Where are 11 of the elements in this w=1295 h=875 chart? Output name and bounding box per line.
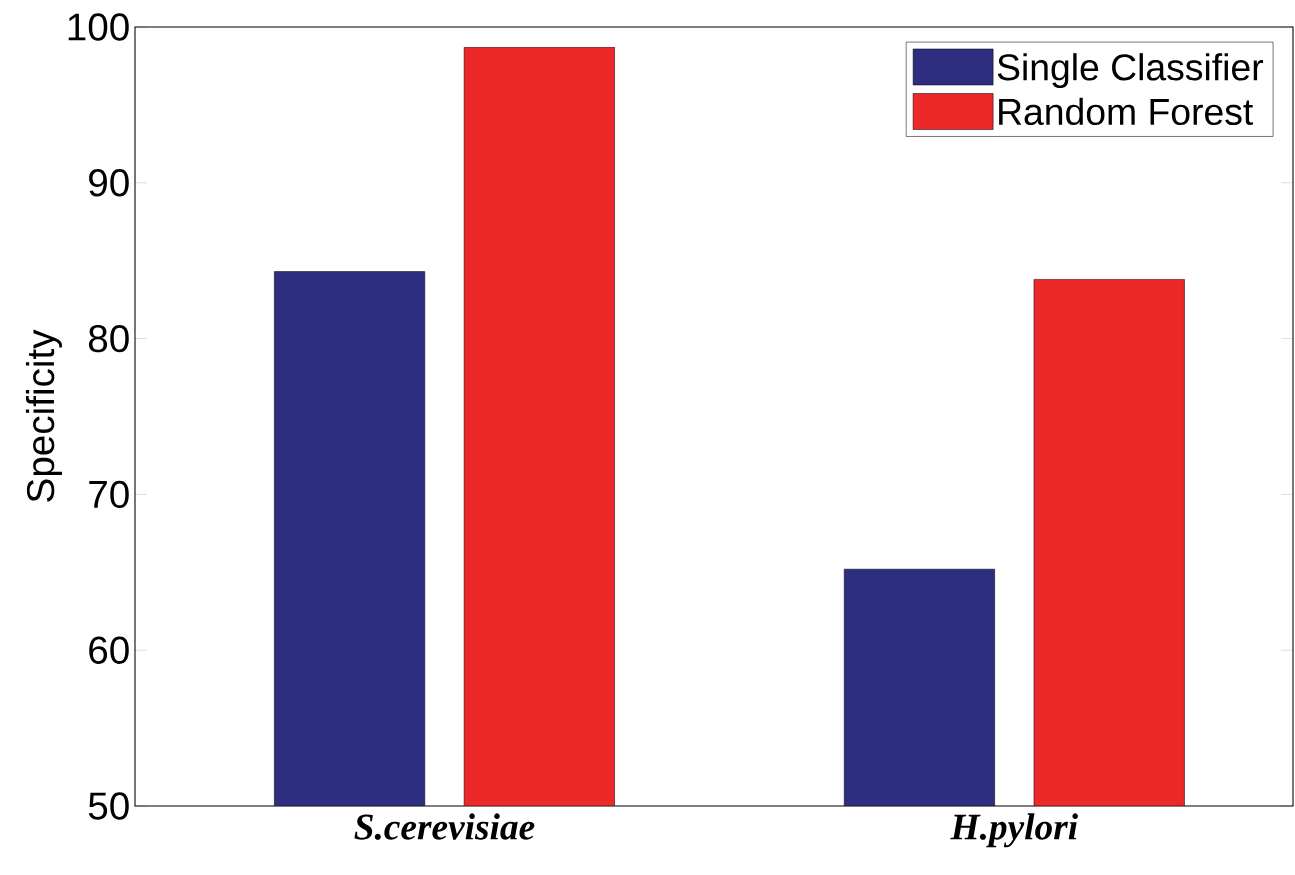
y-axis-title: Specificity	[25, 329, 62, 502]
y-tick-label: 50	[88, 792, 129, 820]
x-tick-label: S.cerevisiae	[354, 813, 535, 840]
y-tick-label: 80	[88, 324, 129, 353]
x-tick-label: H.pylori	[950, 813, 1078, 848]
y-tick-label: 60	[89, 636, 129, 664]
y-tick-label: 90	[89, 169, 129, 197]
legend-label: Random Forest	[999, 97, 1254, 126]
legend-label: Single Classifier	[997, 53, 1264, 88]
y-tick-label: 70	[89, 480, 129, 509]
y-tick-label: 100	[68, 13, 129, 41]
